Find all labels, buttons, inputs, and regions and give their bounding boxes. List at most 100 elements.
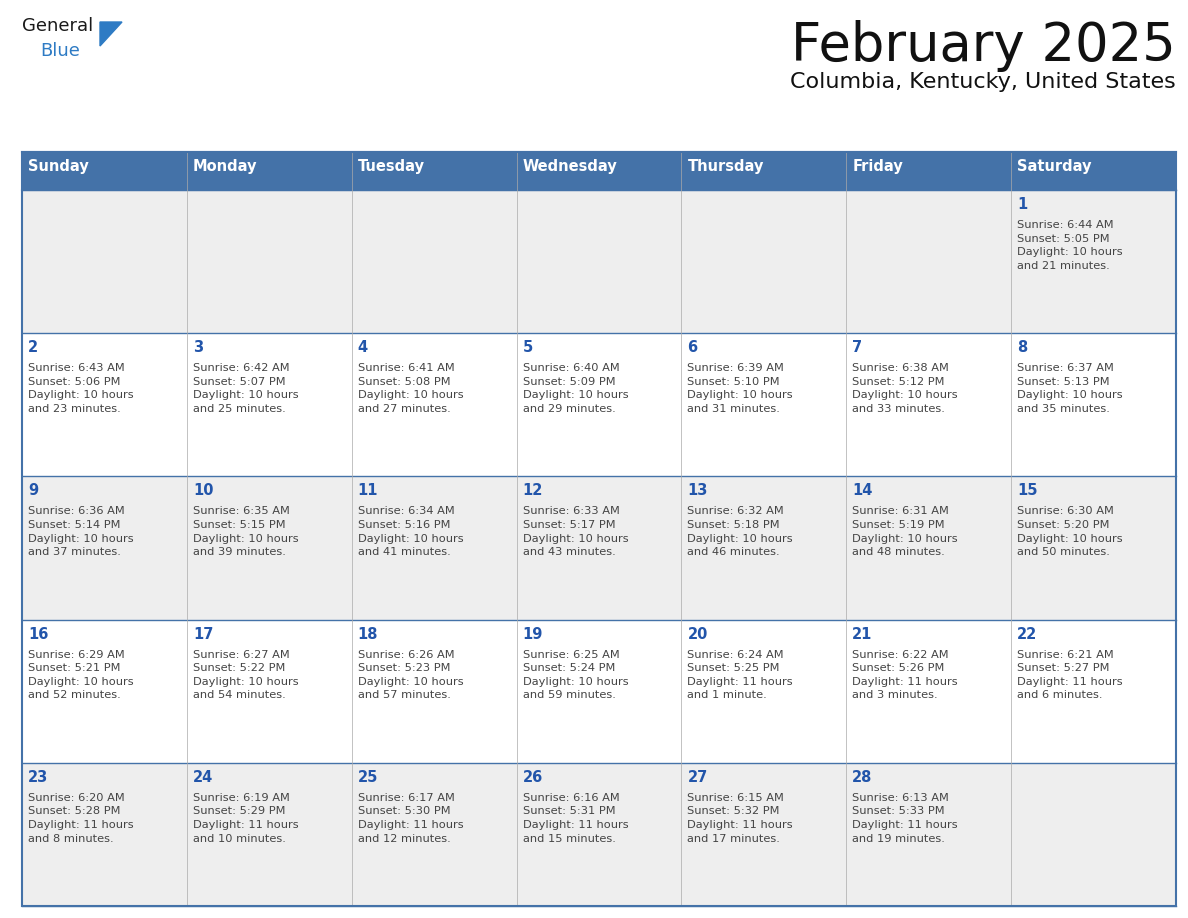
Bar [187, 620, 352, 763]
Bar [23, 476, 187, 620]
Text: 26: 26 [523, 770, 543, 785]
Text: Sunrise: 6:15 AM
Sunset: 5:32 PM
Daylight: 11 hours
and 17 minutes.: Sunrise: 6:15 AM Sunset: 5:32 PM Dayligh… [688, 793, 794, 844]
Text: 27: 27 [688, 770, 708, 785]
Text: Columbia, Kentucky, United States: Columbia, Kentucky, United States [790, 72, 1176, 92]
Text: Sunrise: 6:26 AM
Sunset: 5:23 PM
Daylight: 10 hours
and 57 minutes.: Sunrise: 6:26 AM Sunset: 5:23 PM Dayligh… [358, 650, 463, 700]
Bar [187, 152, 352, 190]
Text: Sunrise: 6:31 AM
Sunset: 5:19 PM
Daylight: 10 hours
and 48 minutes.: Sunrise: 6:31 AM Sunset: 5:19 PM Dayligh… [852, 507, 958, 557]
Bar [352, 190, 517, 333]
Text: Sunrise: 6:38 AM
Sunset: 5:12 PM
Daylight: 10 hours
and 33 minutes.: Sunrise: 6:38 AM Sunset: 5:12 PM Dayligh… [852, 364, 958, 414]
Text: Sunrise: 6:32 AM
Sunset: 5:18 PM
Daylight: 10 hours
and 46 minutes.: Sunrise: 6:32 AM Sunset: 5:18 PM Dayligh… [688, 507, 794, 557]
Text: Sunrise: 6:16 AM
Sunset: 5:31 PM
Daylight: 11 hours
and 15 minutes.: Sunrise: 6:16 AM Sunset: 5:31 PM Dayligh… [523, 793, 628, 844]
Bar [187, 763, 352, 906]
Bar [846, 333, 1011, 476]
Text: Sunrise: 6:19 AM
Sunset: 5:29 PM
Daylight: 11 hours
and 10 minutes.: Sunrise: 6:19 AM Sunset: 5:29 PM Dayligh… [192, 793, 298, 844]
Text: Sunrise: 6:35 AM
Sunset: 5:15 PM
Daylight: 10 hours
and 39 minutes.: Sunrise: 6:35 AM Sunset: 5:15 PM Dayligh… [192, 507, 298, 557]
Bar [23, 333, 187, 476]
Text: Thursday: Thursday [688, 159, 764, 174]
Text: Friday: Friday [852, 159, 903, 174]
Polygon shape [100, 22, 122, 46]
Text: Monday: Monday [192, 159, 258, 174]
Text: 16: 16 [29, 627, 49, 642]
Text: 12: 12 [523, 484, 543, 498]
Text: 5: 5 [523, 341, 533, 355]
Bar [23, 620, 187, 763]
Bar [517, 333, 682, 476]
Bar [1011, 620, 1176, 763]
Bar [846, 476, 1011, 620]
Text: 11: 11 [358, 484, 378, 498]
Text: Sunrise: 6:34 AM
Sunset: 5:16 PM
Daylight: 10 hours
and 41 minutes.: Sunrise: 6:34 AM Sunset: 5:16 PM Dayligh… [358, 507, 463, 557]
Bar [517, 763, 682, 906]
Text: 23: 23 [29, 770, 49, 785]
Bar [352, 476, 517, 620]
Text: Sunrise: 6:40 AM
Sunset: 5:09 PM
Daylight: 10 hours
and 29 minutes.: Sunrise: 6:40 AM Sunset: 5:09 PM Dayligh… [523, 364, 628, 414]
Text: 17: 17 [192, 627, 213, 642]
Text: Sunrise: 6:25 AM
Sunset: 5:24 PM
Daylight: 10 hours
and 59 minutes.: Sunrise: 6:25 AM Sunset: 5:24 PM Dayligh… [523, 650, 628, 700]
Text: 21: 21 [852, 627, 873, 642]
Text: 15: 15 [1017, 484, 1037, 498]
Bar [187, 333, 352, 476]
Bar [352, 152, 517, 190]
Text: 10: 10 [192, 484, 214, 498]
Text: 28: 28 [852, 770, 873, 785]
Text: 19: 19 [523, 627, 543, 642]
Text: Sunrise: 6:33 AM
Sunset: 5:17 PM
Daylight: 10 hours
and 43 minutes.: Sunrise: 6:33 AM Sunset: 5:17 PM Dayligh… [523, 507, 628, 557]
Text: Sunrise: 6:42 AM
Sunset: 5:07 PM
Daylight: 10 hours
and 25 minutes.: Sunrise: 6:42 AM Sunset: 5:07 PM Dayligh… [192, 364, 298, 414]
Bar [682, 763, 846, 906]
Text: 1: 1 [1017, 197, 1028, 212]
Text: Blue: Blue [40, 42, 80, 60]
Text: 8: 8 [1017, 341, 1028, 355]
Text: 18: 18 [358, 627, 378, 642]
Text: Wednesday: Wednesday [523, 159, 618, 174]
Text: 9: 9 [29, 484, 38, 498]
Text: Sunrise: 6:13 AM
Sunset: 5:33 PM
Daylight: 11 hours
and 19 minutes.: Sunrise: 6:13 AM Sunset: 5:33 PM Dayligh… [852, 793, 958, 844]
Text: 14: 14 [852, 484, 873, 498]
Text: Sunrise: 6:43 AM
Sunset: 5:06 PM
Daylight: 10 hours
and 23 minutes.: Sunrise: 6:43 AM Sunset: 5:06 PM Dayligh… [29, 364, 133, 414]
Bar [517, 152, 682, 190]
Bar [1011, 190, 1176, 333]
Bar [682, 190, 846, 333]
Bar [187, 190, 352, 333]
Text: Sunrise: 6:41 AM
Sunset: 5:08 PM
Daylight: 10 hours
and 27 minutes.: Sunrise: 6:41 AM Sunset: 5:08 PM Dayligh… [358, 364, 463, 414]
Text: 6: 6 [688, 341, 697, 355]
Text: 4: 4 [358, 341, 368, 355]
Bar [517, 620, 682, 763]
Bar [517, 476, 682, 620]
Text: 2: 2 [29, 341, 38, 355]
Text: 24: 24 [192, 770, 213, 785]
Bar [187, 476, 352, 620]
Bar [846, 763, 1011, 906]
Text: Sunrise: 6:39 AM
Sunset: 5:10 PM
Daylight: 10 hours
and 31 minutes.: Sunrise: 6:39 AM Sunset: 5:10 PM Dayligh… [688, 364, 794, 414]
Bar [846, 190, 1011, 333]
Bar [517, 190, 682, 333]
Bar [352, 620, 517, 763]
Text: 20: 20 [688, 627, 708, 642]
Bar [1011, 152, 1176, 190]
Text: Sunrise: 6:30 AM
Sunset: 5:20 PM
Daylight: 10 hours
and 50 minutes.: Sunrise: 6:30 AM Sunset: 5:20 PM Dayligh… [1017, 507, 1123, 557]
Text: Sunrise: 6:22 AM
Sunset: 5:26 PM
Daylight: 11 hours
and 3 minutes.: Sunrise: 6:22 AM Sunset: 5:26 PM Dayligh… [852, 650, 958, 700]
Bar [1011, 763, 1176, 906]
Bar [23, 763, 187, 906]
Bar [846, 152, 1011, 190]
Text: Sunrise: 6:29 AM
Sunset: 5:21 PM
Daylight: 10 hours
and 52 minutes.: Sunrise: 6:29 AM Sunset: 5:21 PM Dayligh… [29, 650, 133, 700]
Text: 7: 7 [852, 341, 862, 355]
Text: Sunrise: 6:17 AM
Sunset: 5:30 PM
Daylight: 11 hours
and 12 minutes.: Sunrise: 6:17 AM Sunset: 5:30 PM Dayligh… [358, 793, 463, 844]
Bar [23, 190, 187, 333]
Text: Saturday: Saturday [1017, 159, 1092, 174]
Text: 3: 3 [192, 341, 203, 355]
Text: Tuesday: Tuesday [358, 159, 425, 174]
Text: Sunrise: 6:44 AM
Sunset: 5:05 PM
Daylight: 10 hours
and 21 minutes.: Sunrise: 6:44 AM Sunset: 5:05 PM Dayligh… [1017, 220, 1123, 271]
Text: 25: 25 [358, 770, 378, 785]
Text: Sunrise: 6:36 AM
Sunset: 5:14 PM
Daylight: 10 hours
and 37 minutes.: Sunrise: 6:36 AM Sunset: 5:14 PM Dayligh… [29, 507, 133, 557]
Bar [682, 620, 846, 763]
Text: Sunday: Sunday [29, 159, 89, 174]
Bar [682, 152, 846, 190]
Text: Sunrise: 6:24 AM
Sunset: 5:25 PM
Daylight: 11 hours
and 1 minute.: Sunrise: 6:24 AM Sunset: 5:25 PM Dayligh… [688, 650, 794, 700]
Text: Sunrise: 6:37 AM
Sunset: 5:13 PM
Daylight: 10 hours
and 35 minutes.: Sunrise: 6:37 AM Sunset: 5:13 PM Dayligh… [1017, 364, 1123, 414]
Text: General: General [23, 17, 93, 35]
Bar [1011, 476, 1176, 620]
Text: Sunrise: 6:27 AM
Sunset: 5:22 PM
Daylight: 10 hours
and 54 minutes.: Sunrise: 6:27 AM Sunset: 5:22 PM Dayligh… [192, 650, 298, 700]
Text: Sunrise: 6:20 AM
Sunset: 5:28 PM
Daylight: 11 hours
and 8 minutes.: Sunrise: 6:20 AM Sunset: 5:28 PM Dayligh… [29, 793, 133, 844]
Text: 13: 13 [688, 484, 708, 498]
